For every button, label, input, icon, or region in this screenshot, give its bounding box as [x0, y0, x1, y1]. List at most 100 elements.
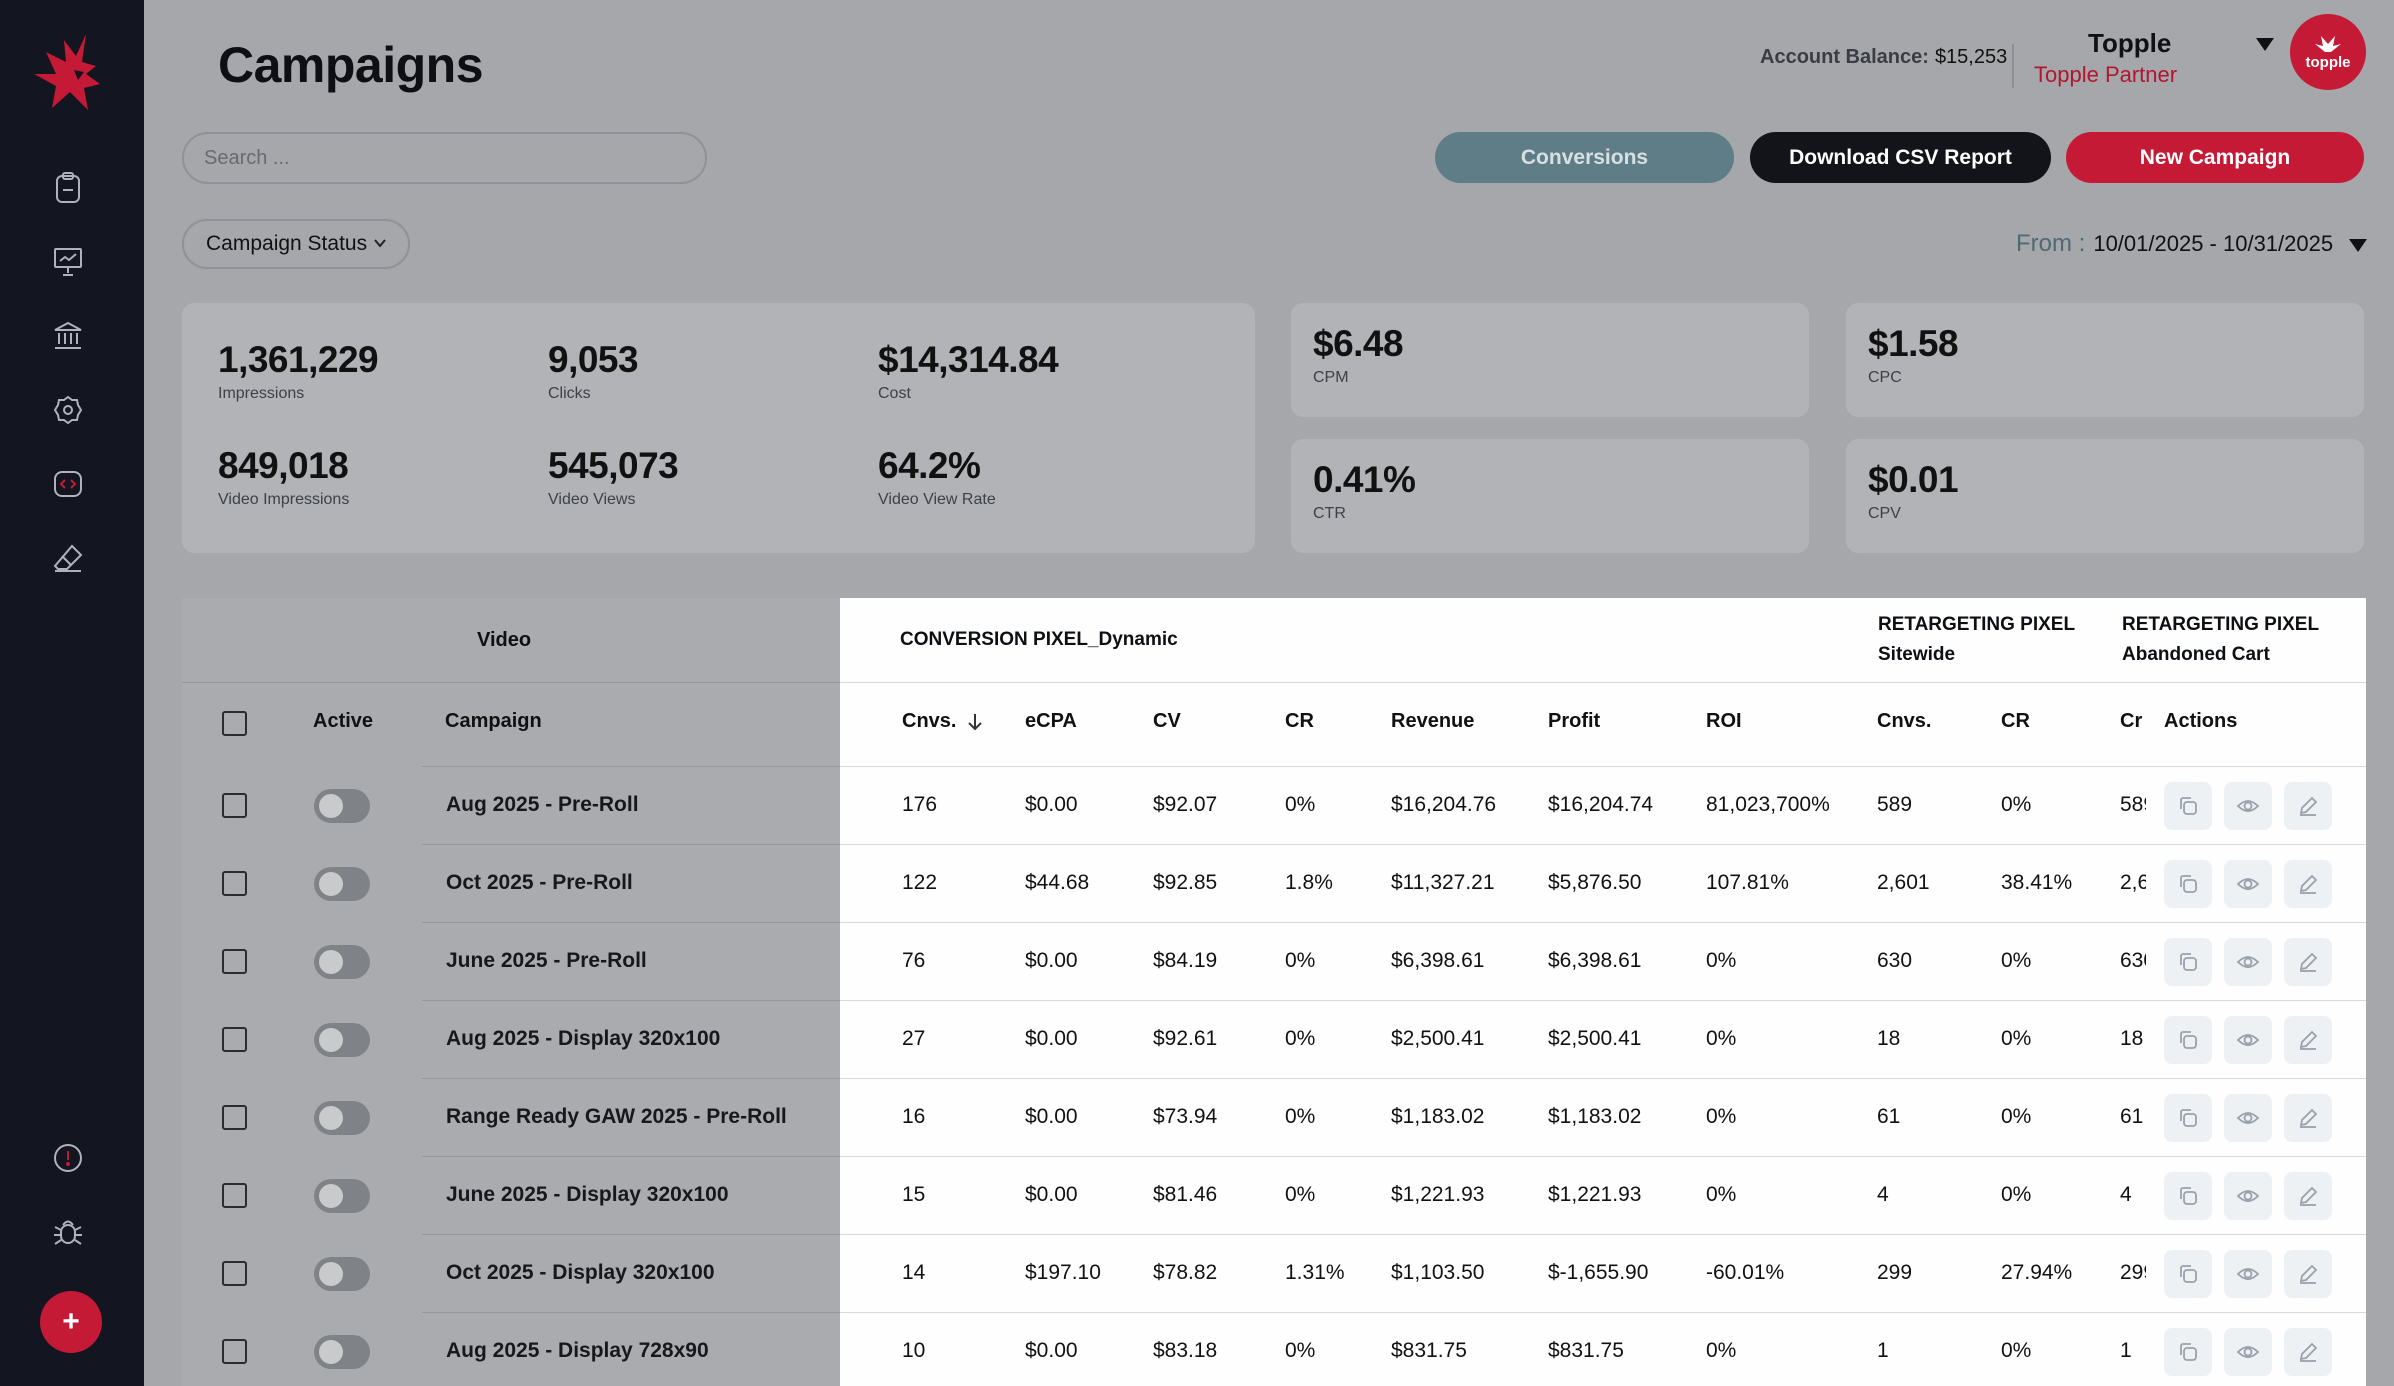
download-csv-button[interactable]: Download CSV Report [1750, 132, 2051, 183]
stat-value: 849,018 [218, 445, 349, 486]
cell-rc-cr: 18 [2120, 1027, 2144, 1050]
col-header-cr[interactable]: CR [1285, 710, 1314, 732]
active-toggle[interactable] [314, 1179, 370, 1213]
row-checkbox[interactable] [222, 1261, 247, 1286]
row-checkbox[interactable] [222, 871, 247, 896]
cell-cr: 0% [1285, 1027, 1316, 1050]
campaign-name[interactable]: Aug 2025 - Pre-Roll [446, 793, 639, 816]
view-eye-icon[interactable] [2224, 1094, 2272, 1142]
cell-profit: $6,398.61 [1548, 949, 1642, 972]
copy-icon[interactable] [2164, 938, 2212, 986]
campaign-name[interactable]: June 2025 - Pre-Roll [446, 949, 647, 972]
search-input[interactable] [182, 132, 707, 184]
bank-icon[interactable] [48, 316, 88, 356]
edit-pencil-icon[interactable] [2284, 782, 2332, 830]
copy-icon[interactable] [2164, 1328, 2212, 1376]
cell-revenue: $1,221.93 [1391, 1183, 1485, 1206]
alert-icon[interactable] [48, 1138, 88, 1178]
active-toggle[interactable] [314, 1101, 370, 1135]
col-header-cnvs[interactable]: Cnvs. [902, 710, 984, 733]
select-all-checkbox[interactable] [222, 711, 247, 736]
view-eye-icon[interactable] [2224, 782, 2272, 830]
col-header-campaign[interactable]: Campaign [445, 710, 542, 732]
active-toggle[interactable] [314, 1023, 370, 1057]
col-header-cv[interactable]: CV [1153, 710, 1181, 732]
copy-icon[interactable] [2164, 860, 2212, 908]
user-menu-caret-icon[interactable] [2256, 38, 2274, 51]
new-campaign-button[interactable]: New Campaign [2066, 132, 2364, 183]
campaign-status-dropdown[interactable]: Campaign Status [182, 219, 410, 269]
active-toggle[interactable] [314, 1335, 370, 1369]
copy-icon[interactable] [2164, 782, 2212, 830]
col-header-rs-cnvs[interactable]: Cnvs. [1877, 710, 1932, 732]
edit-pencil-icon[interactable] [2284, 1172, 2332, 1220]
view-eye-icon[interactable] [2224, 860, 2272, 908]
divider [422, 844, 840, 845]
col-header-revenue[interactable]: Revenue [1391, 710, 1475, 732]
conversions-button[interactable]: Conversions [1435, 132, 1734, 183]
view-eye-icon[interactable] [2224, 1172, 2272, 1220]
col-header-rc-cr[interactable]: Cr [2120, 710, 2143, 732]
campaign-name[interactable]: Aug 2025 - Display 728x90 [446, 1339, 709, 1362]
stat-cost: $14,314.84 Cost [878, 339, 1059, 403]
stat-video-views: 545,073 Video Views [548, 445, 679, 509]
code-icon[interactable] [48, 464, 88, 504]
stat-card-cpv: $0.01 CPV [1846, 439, 2364, 553]
active-toggle[interactable] [314, 1257, 370, 1291]
cell-cv: $92.61 [1153, 1027, 1218, 1050]
col-header-ecpa[interactable]: eCPA [1025, 710, 1077, 732]
active-toggle[interactable] [314, 789, 370, 823]
cell-profit: $5,876.50 [1548, 871, 1642, 894]
row-checkbox[interactable] [222, 1339, 247, 1364]
row-checkbox[interactable] [222, 793, 247, 818]
edit-pencil-icon[interactable] [2284, 1016, 2332, 1064]
view-eye-icon[interactable] [2224, 1250, 2272, 1298]
copy-icon[interactable] [2164, 1172, 2212, 1220]
view-eye-icon[interactable] [2224, 938, 2272, 986]
cell-rs-cnvs: 4 [1877, 1183, 1889, 1206]
row-checkbox[interactable] [222, 1183, 247, 1208]
clipboard-icon[interactable] [48, 168, 88, 208]
copy-icon[interactable] [2164, 1016, 2212, 1064]
row-checkbox[interactable] [222, 1105, 247, 1130]
col-header-profit[interactable]: Profit [1548, 710, 1601, 732]
edit-pencil-icon[interactable] [2284, 1094, 2332, 1142]
presentation-chart-icon[interactable] [48, 242, 88, 282]
cell-rc-cr: 61 [2120, 1105, 2144, 1128]
copy-icon[interactable] [2164, 1094, 2212, 1142]
campaign-name[interactable]: Oct 2025 - Pre-Roll [446, 871, 633, 894]
stat-cpv: $0.01 CPV [1868, 459, 1959, 523]
group-header-retargeting-cart: RETARGETING PIXEL Abandoned Cart [2122, 598, 2319, 682]
avatar[interactable]: topple [2290, 14, 2366, 90]
campaign-name[interactable]: Oct 2025 - Display 320x100 [446, 1261, 715, 1284]
active-toggle[interactable] [314, 867, 370, 901]
settings-gear-icon[interactable] [48, 390, 88, 430]
campaign-name[interactable]: Aug 2025 - Display 320x100 [446, 1027, 721, 1050]
col-header-rs-cr[interactable]: CR [2001, 710, 2030, 732]
cell-ecpa: $0.00 [1025, 1105, 1078, 1128]
stat-video-view-rate: 64.2% Video View Rate [878, 445, 996, 509]
row-checkbox[interactable] [222, 1027, 247, 1052]
view-eye-icon[interactable] [2224, 1328, 2272, 1376]
row-checkbox[interactable] [222, 949, 247, 974]
table-row: Aug 2025 - Display 320x100 27 $0.00 $92.61 0… [182, 1001, 2366, 1079]
eraser-icon[interactable] [48, 538, 88, 578]
add-button[interactable]: + [40, 1291, 102, 1353]
copy-icon[interactable] [2164, 1250, 2212, 1298]
header-divider [2012, 44, 2014, 88]
active-toggle[interactable] [314, 945, 370, 979]
bug-icon[interactable] [48, 1212, 88, 1252]
edit-pencil-icon[interactable] [2284, 1250, 2332, 1298]
eagle-logo-icon[interactable] [26, 30, 106, 114]
campaign-name[interactable]: June 2025 - Display 320x100 [446, 1183, 729, 1206]
campaign-name[interactable]: Range Ready GAW 2025 - Pre-Roll [446, 1105, 787, 1128]
edit-pencil-icon[interactable] [2284, 938, 2332, 986]
edit-pencil-icon[interactable] [2284, 1328, 2332, 1376]
date-range-picker[interactable]: From : 10/01/2025 - 10/31/2025 [2016, 230, 2368, 258]
cell-rs-cr: 0% [2001, 1105, 2032, 1128]
col-header-roi[interactable]: ROI [1706, 710, 1742, 732]
edit-pencil-icon[interactable] [2284, 860, 2332, 908]
divider [182, 682, 840, 683]
view-eye-icon[interactable] [2224, 1016, 2272, 1064]
stat-label: Clicks [548, 385, 591, 402]
